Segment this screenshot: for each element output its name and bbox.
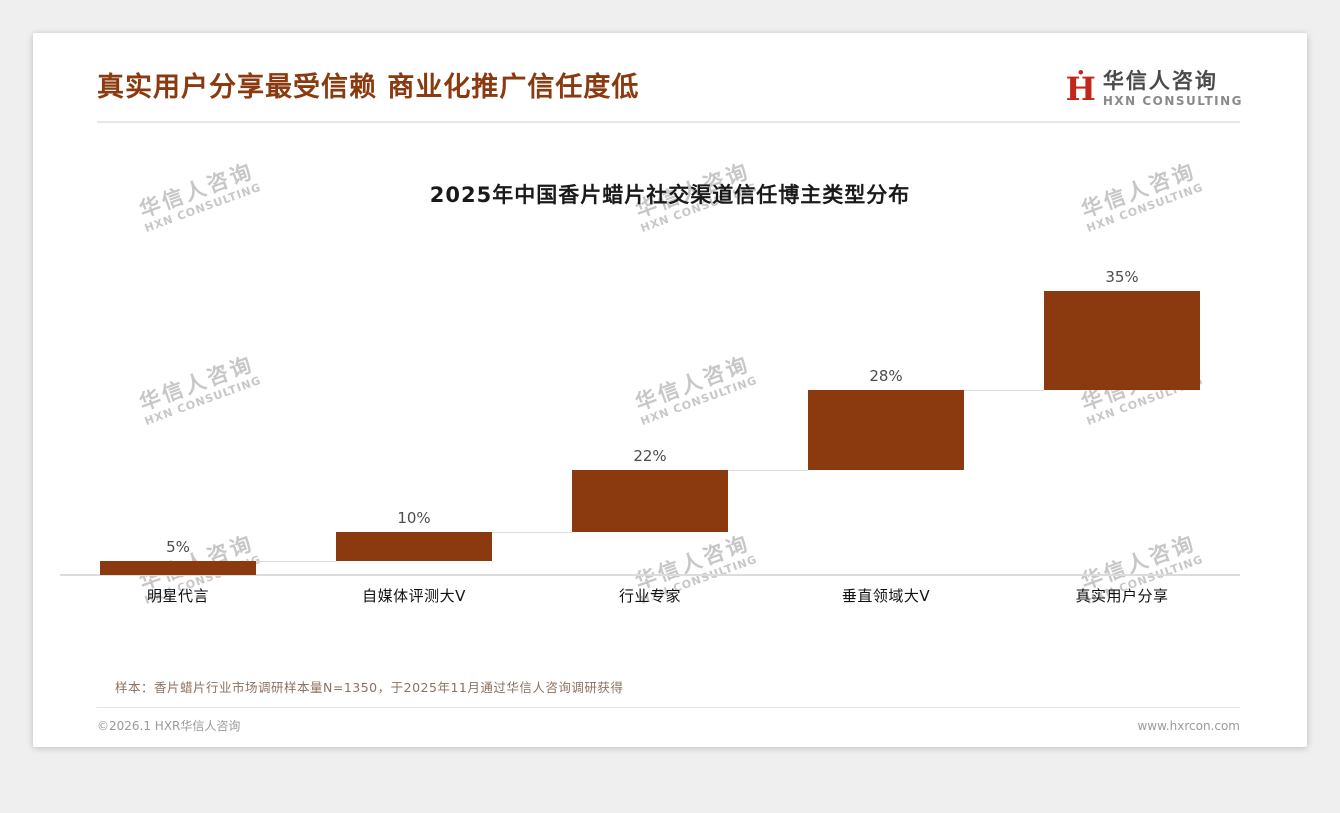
slide-card: 华信人咨询 HXN CONSULTING 华信人咨询 HXN CONSULTING 华信… bbox=[33, 33, 1307, 747]
category-label: 明星代言 bbox=[146, 587, 209, 605]
connector-line bbox=[256, 560, 336, 562]
logo-name-cn: 华信人咨询 bbox=[1102, 69, 1218, 93]
bar-value-label: 10% bbox=[397, 509, 431, 528]
page-title: 真实用户分享最受信赖 商业化推广信任度低 bbox=[97, 72, 640, 103]
chart-baseline bbox=[60, 574, 1240, 576]
category-label: 行业专家 bbox=[618, 587, 681, 605]
company-logo: Ḣ 华信人咨询 HXN CONSULTING bbox=[1066, 69, 1243, 109]
title-underline bbox=[97, 121, 1240, 123]
connector-line bbox=[728, 469, 808, 471]
website-text: www.hxrcon.com bbox=[1137, 718, 1240, 733]
bar-3 bbox=[571, 469, 729, 533]
header: 真实用户分享最受信赖 商业化推广信任度低 Ḣ 华信人咨询 HXN CONSULT… bbox=[33, 33, 1307, 109]
category-label: 垂直领域大V bbox=[841, 587, 931, 605]
sample-note: 样本：香片蜡片行业市场调研样本量N=1350，于2025年11月通过华信人咨询调… bbox=[115, 680, 624, 695]
bar-value-label: 22% bbox=[633, 446, 667, 465]
copyright-text: ©2026.1 HXR华信人咨询 bbox=[97, 719, 241, 733]
logo-name-en: HXN CONSULTING bbox=[1102, 94, 1243, 108]
bar-value-label: 35% bbox=[1105, 268, 1139, 286]
bar-1 bbox=[99, 560, 257, 575]
chart-title: 2025年中国香片蜡片社交渠道信任博主类型分布 bbox=[429, 183, 911, 207]
bar-value-label: 28% bbox=[869, 367, 903, 386]
footer-row: ©2026.1 HXR华信人咨询 www.hxrcon.com bbox=[33, 708, 1307, 747]
category-label: 自媒体评测大V bbox=[362, 587, 466, 605]
logo-text: 华信人咨询 HXN CONSULTING bbox=[1103, 69, 1243, 109]
connector-line bbox=[492, 532, 572, 534]
bar-2 bbox=[335, 532, 493, 561]
chart-plot: 5% 10% 22% 28% 35% bbox=[60, 268, 1240, 576]
bar-4 bbox=[807, 390, 965, 470]
footer-divider bbox=[97, 707, 1240, 708]
connector-line bbox=[964, 390, 1044, 392]
footer: 样本：香片蜡片行业市场调研样本量N=1350，于2025年11月通过华信人咨询调… bbox=[33, 677, 1307, 747]
category-label: 真实用户分享 bbox=[1075, 587, 1169, 605]
category-labels: 明星代言 自媒体评测大V 行业专家 垂直领域大V 真实用户分享 bbox=[60, 585, 1240, 606]
bar-value-label: 5% bbox=[166, 537, 190, 556]
logo-mark-icon: Ḣ bbox=[1065, 70, 1096, 108]
bar-5 bbox=[1043, 291, 1201, 391]
